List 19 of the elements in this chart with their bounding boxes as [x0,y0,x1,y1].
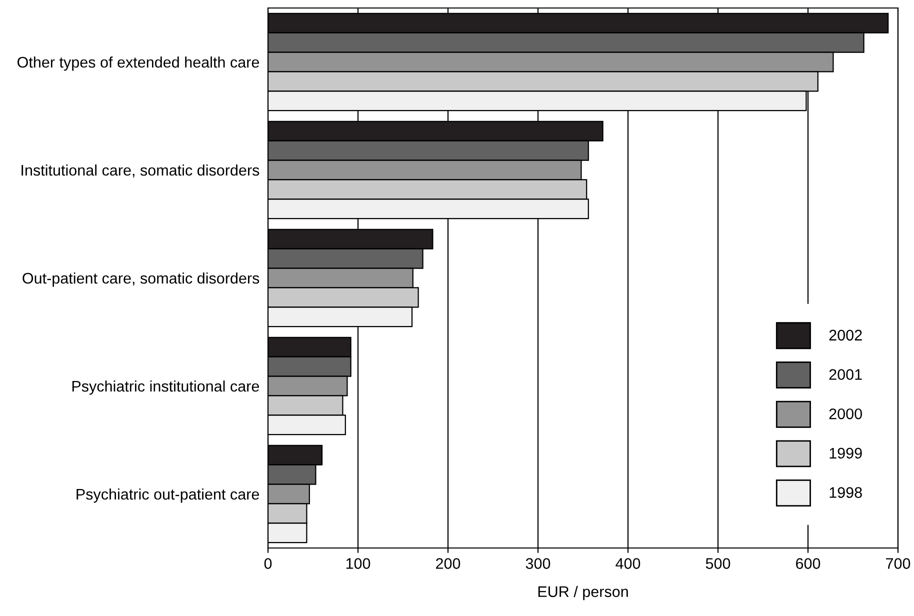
x-tick-label: 700 [886,558,910,569]
x-tick-label: 600 [796,558,820,569]
legend-label: 1999 [830,448,862,459]
x-tick-label: 500 [706,558,730,569]
legend-label: 2002 [829,330,862,341]
legend-label: 2000 [829,408,862,420]
x-tick-label: 100 [346,558,370,569]
legend-label: 1998 [830,487,862,498]
y-tick-label: Other types of extended health care [18,56,260,71]
x-tick-label: 300 [526,558,550,569]
x-tick-label: 400 [616,558,640,569]
y-tick-label: Psychiatric out-patient care [76,488,259,503]
legend-label: 2001 [829,369,862,380]
y-tick-label: Institutional care, somatic disorders [22,164,260,178]
y-tick-label: Psychiatric institutional care [72,380,259,395]
x-axis-title: EUR / person [538,586,628,600]
x-tick-label: 200 [436,558,460,569]
y-tick-label: Out-patient care, somatic disorders [22,272,260,287]
x-tick-label: 0 [264,558,272,569]
